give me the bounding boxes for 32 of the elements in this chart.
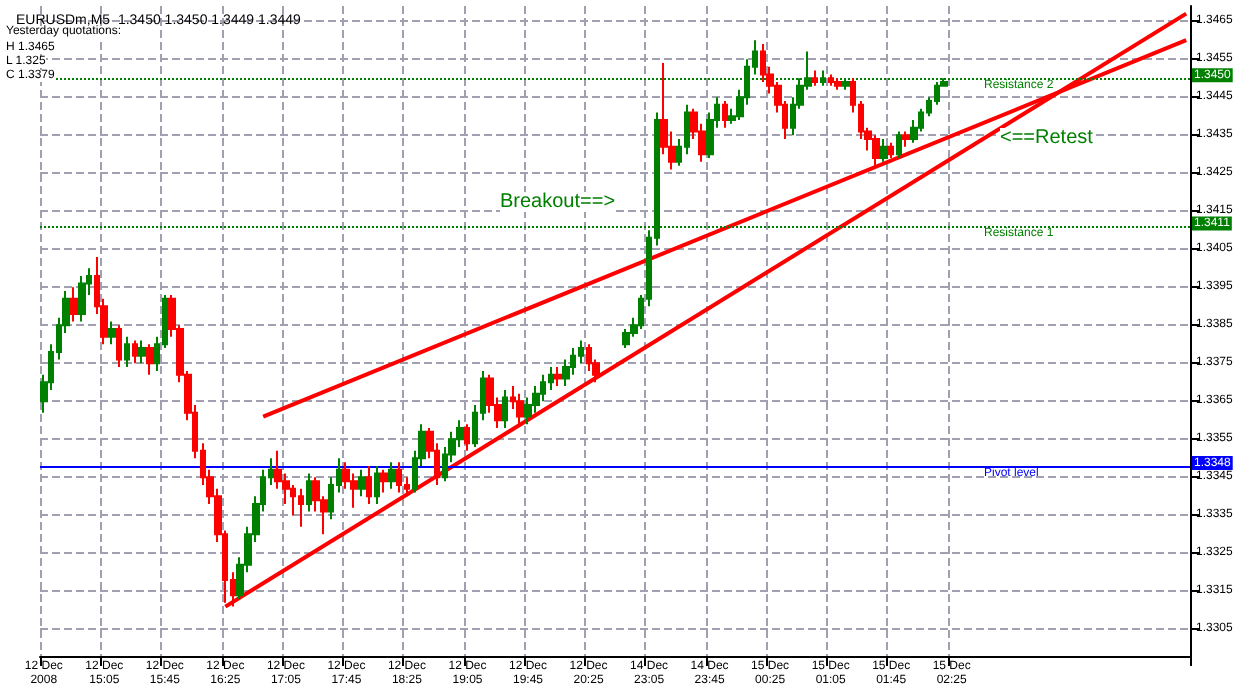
candlestick xyxy=(828,73,834,87)
candlestick xyxy=(366,464,372,505)
candlestick xyxy=(108,320,116,346)
candlestick xyxy=(388,461,396,490)
annotation: <==Retest xyxy=(1000,127,1094,149)
candlestick xyxy=(516,392,524,426)
candlestick xyxy=(116,324,122,369)
candlestick xyxy=(70,286,78,323)
candlestick xyxy=(888,141,894,160)
candlestick xyxy=(872,134,880,167)
candlestick xyxy=(298,487,304,528)
candlestick xyxy=(502,388,508,429)
candlestick xyxy=(554,366,562,388)
candlestick xyxy=(464,423,470,452)
candlestick xyxy=(138,339,146,365)
candlestick xyxy=(132,339,138,365)
candlestick xyxy=(812,69,818,87)
candlestick xyxy=(834,77,842,91)
candlestick xyxy=(146,343,154,376)
candlestick xyxy=(896,130,902,160)
candlestick xyxy=(380,468,388,494)
candlestick xyxy=(306,472,312,513)
candlestick xyxy=(78,274,86,323)
candlestick xyxy=(722,100,728,129)
candlestick xyxy=(396,461,402,494)
candlestick xyxy=(902,130,910,148)
candlestick xyxy=(820,69,826,87)
candlestick xyxy=(358,468,366,498)
annotation: Breakout==> xyxy=(500,191,616,213)
candlestick xyxy=(124,335,130,369)
candlestick xyxy=(880,138,888,163)
candlestick xyxy=(374,464,380,505)
